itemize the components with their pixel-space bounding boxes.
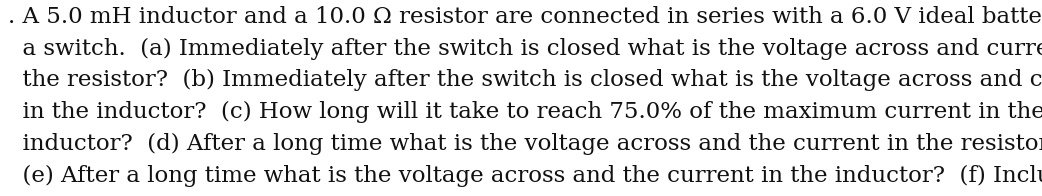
Text: in the inductor?  (c) How long will it take to reach 75.0% of the maximum curren: in the inductor? (c) How long will it ta… — [8, 101, 1042, 123]
Text: the resistor?  (b) Immediately after the switch is closed what is the voltage ac: the resistor? (b) Immediately after the … — [8, 69, 1042, 92]
Text: inductor?  (d) After a long time what is the voltage across and the current in t: inductor? (d) After a long time what is … — [8, 133, 1042, 155]
Text: (e) After a long time what is the voltage across and the current in the inductor: (e) After a long time what is the voltag… — [8, 165, 1042, 187]
Text: a switch.  (a) Immediately after the switch is closed what is the voltage across: a switch. (a) Immediately after the swit… — [8, 38, 1042, 60]
Text: . A 5.0 mH inductor and a 10.0 Ω resistor are connected in series with a 6.0 V i: . A 5.0 mH inductor and a 10.0 Ω resisto… — [8, 6, 1042, 28]
